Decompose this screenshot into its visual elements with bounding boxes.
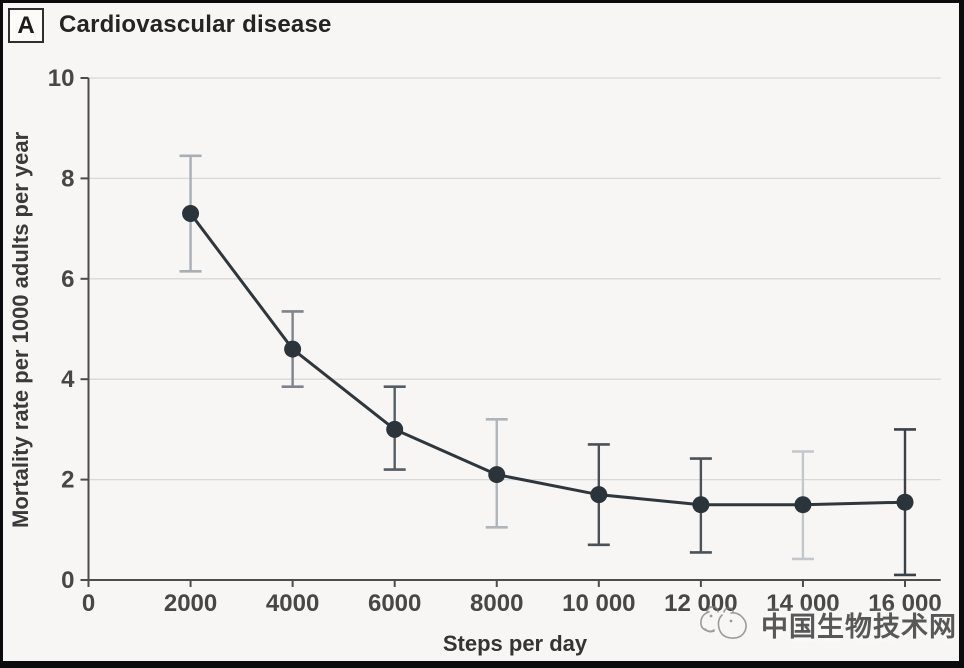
- axes: [87, 78, 941, 581]
- trend-line-group: [189, 212, 906, 507]
- y-tick-label: 6: [61, 266, 74, 293]
- data-point: [182, 205, 200, 223]
- data-point: [284, 340, 302, 358]
- x-axis-title: Steps per day: [442, 631, 588, 656]
- data-point: [488, 466, 506, 484]
- x-tick-label: 4000: [266, 590, 319, 617]
- y-tick-label: 4: [61, 366, 75, 393]
- data-point: [590, 486, 608, 504]
- figure-title: Cardiovascular disease: [59, 11, 332, 38]
- y-axis-title: Mortality rate per 1000 adults per year: [8, 131, 33, 529]
- frame-border-right: [959, 0, 964, 668]
- trend-line: [189, 212, 906, 507]
- x-tick-label: 8000: [470, 590, 523, 617]
- x-tick-label: 6000: [368, 590, 421, 617]
- panel-label-box: A: [8, 8, 44, 43]
- data-point: [386, 420, 404, 438]
- frame-border-top: [0, 0, 964, 3]
- x-tick-label: 16 000: [868, 590, 941, 617]
- y-tick-label: 8: [61, 165, 74, 192]
- frame-border-left: [0, 0, 3, 668]
- data-point: [896, 493, 914, 511]
- y-tick-label: 0: [61, 567, 74, 594]
- watermark: 中国生物技术网: [695, 600, 957, 648]
- data-point: [692, 496, 710, 514]
- x-tick-label: 10 000: [562, 590, 635, 617]
- x-tick-label: 14 000: [766, 590, 839, 617]
- x-tick-label: 0: [82, 590, 95, 617]
- x-tick-label: 2000: [164, 590, 217, 617]
- y-tick-label: 10: [48, 65, 75, 92]
- data-point: [794, 496, 812, 514]
- y-ticks: 0 2 4 6 8 10: [48, 65, 89, 594]
- x-tick-label: 12 000: [664, 590, 737, 617]
- data-points: [182, 205, 914, 514]
- frame-border-bottom: [0, 661, 964, 668]
- panel-label: A: [17, 11, 35, 39]
- x-ticks: 0 2000 4000 6000 8000 10 000 12 000 14 000 16 00…: [82, 580, 942, 617]
- gridlines: [88, 77, 941, 481]
- panda-sketch-logo-icon: [700, 606, 747, 639]
- watermark-text: 中国生物技术网: [761, 611, 957, 642]
- y-tick-label: 2: [61, 467, 74, 494]
